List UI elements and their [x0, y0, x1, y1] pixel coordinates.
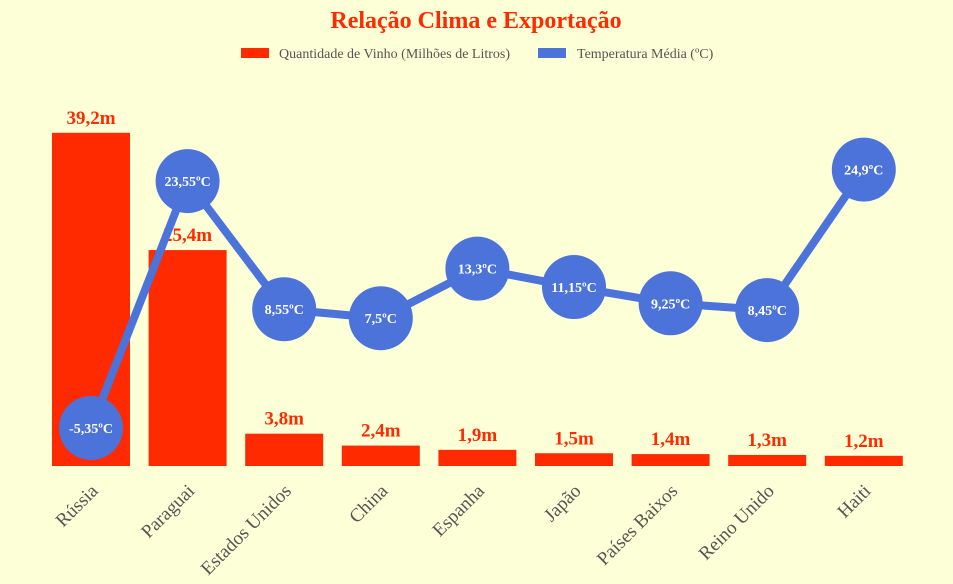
temperature-value-label: 13,3ºC	[458, 263, 497, 278]
points-layer: -5,35ºC 23,55ºC 8,55ºC 7,5ºC 13,3ºC 11,15ºC 9,…	[59, 137, 896, 460]
temperature-point-3	[348, 286, 413, 351]
category-label: Japão	[540, 481, 585, 526]
temperature-point-5	[542, 255, 606, 320]
bar-value-label: 1,3m	[747, 430, 787, 451]
temperature-value-label: 23,55ºC	[164, 175, 210, 190]
category-label: Estados Unidos	[197, 481, 296, 580]
category-label: Países Baixos	[593, 481, 682, 570]
bar-value-label: 1,5m	[554, 428, 594, 449]
bars-layer	[52, 132, 903, 467]
bar-7	[728, 454, 807, 466]
temperature-point-2	[252, 277, 317, 342]
category-label: Espanha	[429, 480, 490, 541]
bar-value-label: 2,4m	[361, 421, 401, 442]
temperature-point-1	[155, 149, 220, 214]
bar-value-label: 1,4m	[651, 429, 691, 450]
temperature-value-label: 11,15ºC	[551, 281, 596, 296]
category-label: Paraguai	[137, 481, 199, 543]
bar-value-label: 3,8m	[264, 409, 304, 430]
bar-value-label: 39,2m	[66, 108, 115, 129]
bar-1	[148, 250, 227, 466]
temperature-point-7	[735, 278, 800, 343]
bar-2	[245, 433, 324, 466]
temperature-value-label: 8,45ºC	[748, 304, 787, 319]
bar-4	[438, 449, 517, 466]
temperature-value-label: 24,9ºC	[844, 164, 883, 179]
temperature-value-label: 9,25ºC	[651, 297, 690, 312]
bar-value-label: 25,4m	[163, 225, 212, 246]
bar-3	[341, 445, 420, 466]
category-label: China	[345, 480, 392, 527]
temperature-point-0	[59, 395, 123, 460]
legend: Quantidade de Vinho (Milhões de Litros) …	[241, 47, 714, 62]
bar-value-label: 1,2m	[844, 431, 884, 452]
temperature-value-label: 8,55ºC	[265, 303, 304, 318]
category-label: Haiti	[834, 481, 876, 523]
temperature-point-4	[445, 236, 510, 301]
legend-bar-label: Quantidade de Vinho (Milhões de Litros)	[279, 47, 510, 62]
temperature-value-label: 7,5ºC	[365, 312, 397, 327]
chart-title: Relação Clima e Exportação	[330, 8, 621, 34]
bar-labels-layer: 39,2m 25,4m 3,8m 2,4m 1,9m 1,5m 1,4m 1,3m 1,2m	[66, 108, 883, 452]
legend-bar-swatch	[241, 48, 269, 58]
temperature-value-label: -5,35ºC	[69, 422, 113, 437]
bar-8	[824, 455, 903, 466]
temperature-point-6	[638, 271, 703, 336]
bar-6	[631, 454, 710, 466]
legend-line-swatch	[538, 48, 566, 58]
temperature-point-8	[831, 137, 896, 202]
category-label: Reino Unido	[695, 481, 779, 565]
legend-line-label: Temperatura Média (ºC)	[577, 47, 714, 62]
bar-value-label: 1,9m	[458, 425, 498, 446]
bar-5	[535, 453, 613, 466]
category-label: Rússia	[52, 480, 103, 531]
